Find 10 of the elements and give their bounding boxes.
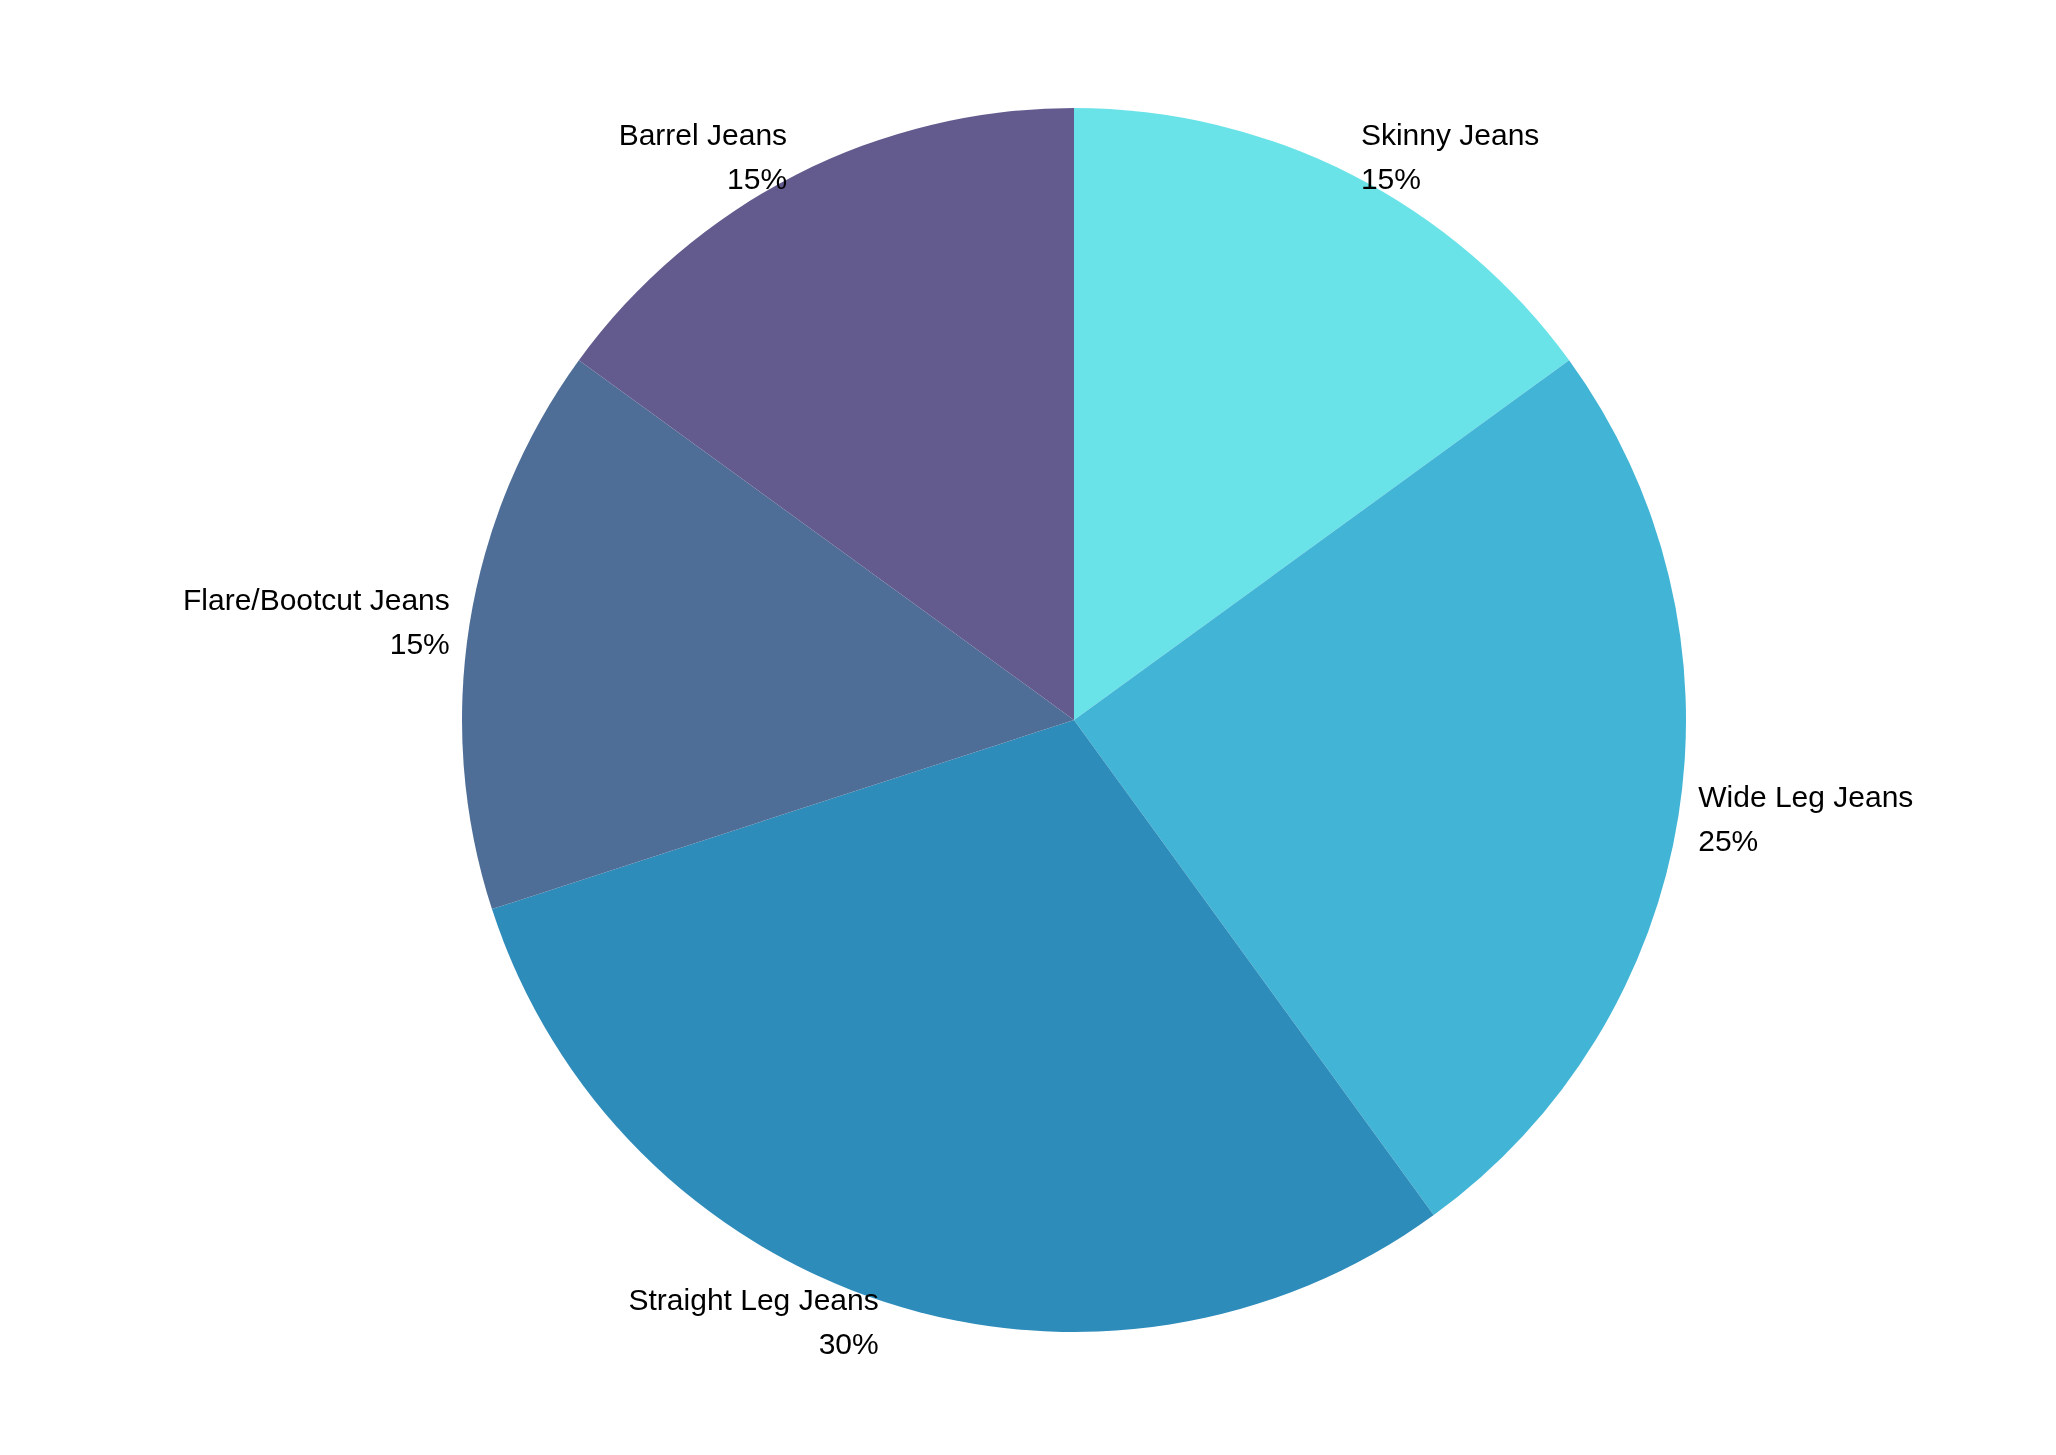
data-label: 15% bbox=[1360, 162, 1421, 196]
slice-label: Straight Leg Jeans bbox=[628, 1282, 879, 1316]
data-label: 25% bbox=[1698, 824, 1759, 858]
data-label: 15% bbox=[727, 162, 788, 196]
data-label: 30% bbox=[818, 1326, 879, 1360]
data-label: 15% bbox=[389, 626, 450, 660]
slice-label: Wide Leg Jeans bbox=[1698, 780, 1914, 814]
slice-label: Flare/Bootcut Jeans bbox=[182, 582, 450, 616]
slice-label: Barrel Jeans bbox=[618, 118, 788, 152]
slice-label: Skinny Jeans bbox=[1360, 118, 1540, 152]
